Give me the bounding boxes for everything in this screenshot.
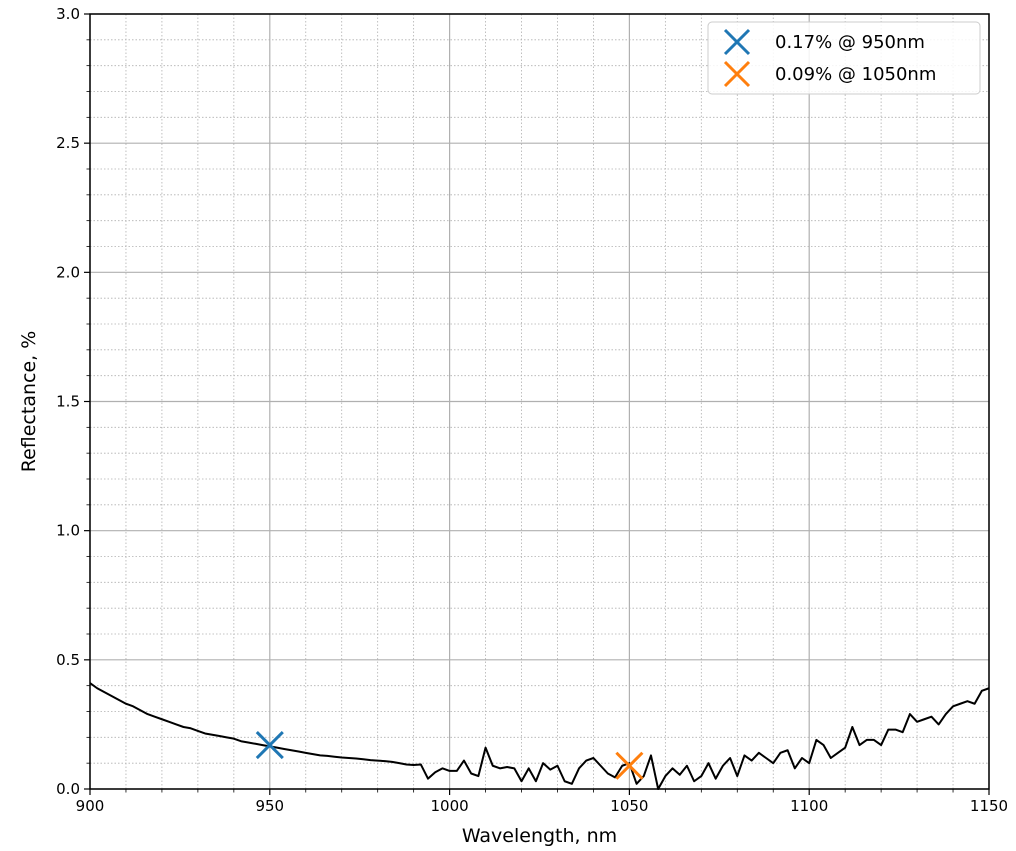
legend-marker-2: [723, 60, 751, 88]
x-tick-label: 1100: [790, 797, 828, 815]
y-axis-label: Reflectance, %: [18, 331, 40, 473]
marker-layer: [255, 731, 644, 780]
x-tick-label: 950: [255, 797, 284, 815]
x-axis-label: Wavelength, nm: [462, 825, 617, 847]
tick-labels: 900 950 1000 1050 1100 1150 0.0 0.5 1.0 1.5 2.0 2.5…: [56, 5, 1008, 815]
x-tick-label: 900: [76, 797, 105, 815]
marker-point-1-stroke: [255, 731, 284, 760]
y-tick-label: 3.0: [56, 5, 80, 23]
x-tick-label: 1150: [970, 797, 1008, 815]
minor-grid: [90, 14, 989, 789]
legend-box: [707, 21, 981, 95]
y-tick-label: 1.5: [56, 393, 80, 411]
reflectance-series-line: [89, 682, 990, 790]
y-tick-label: 1.0: [56, 522, 80, 540]
marker-point-2: [615, 751, 644, 780]
y-tick-label: 2.0: [56, 263, 80, 281]
x-tick-label: 1000: [431, 797, 469, 815]
legend-marker-1: [723, 28, 751, 56]
axis-ticks: [84, 13, 990, 795]
marker-point-1: [255, 731, 284, 760]
y-tick-label: 0.0: [56, 780, 80, 798]
y-tick-label: 2.5: [56, 134, 80, 152]
y-tick-label: 0.5: [56, 651, 80, 669]
legend-label-2: 0.09% @ 1050nm: [775, 64, 936, 85]
legend-marker-1-stroke: [723, 28, 751, 56]
data-layer: [89, 682, 990, 790]
legend-marker-2-stroke: [723, 60, 751, 88]
marker-point-2-stroke: [615, 751, 644, 780]
legend-label-1: 0.17% @ 950nm: [775, 32, 925, 53]
x-tick-label: 1050: [610, 797, 648, 815]
legend: 0.17% @ 950nm 0.09% @ 1050nm: [707, 21, 981, 95]
